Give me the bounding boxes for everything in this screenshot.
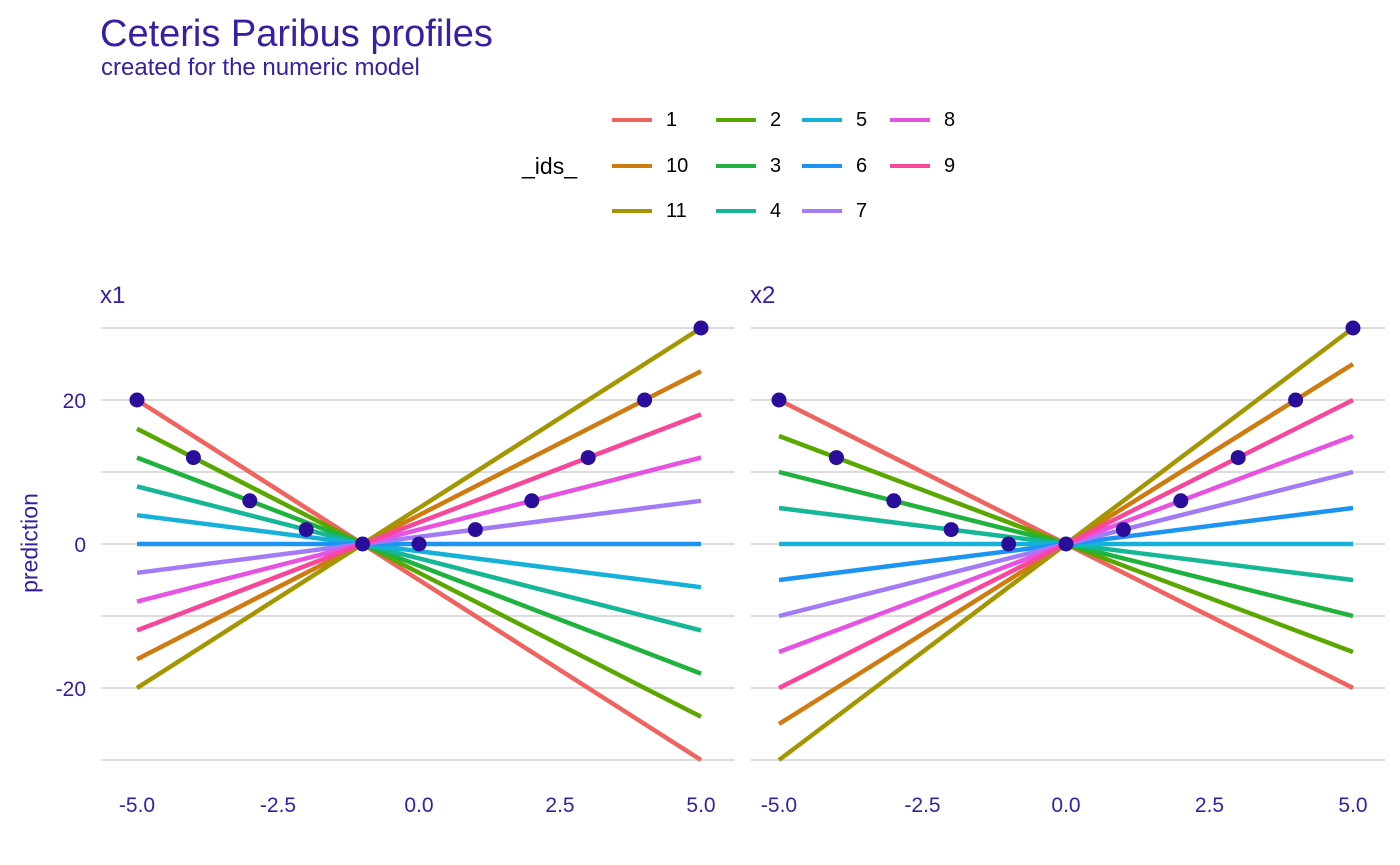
x-tick-label: -2.5 <box>904 794 940 817</box>
legend-key-1 <box>612 118 652 122</box>
legend-key-10 <box>612 164 652 168</box>
x-tick-label: 0.0 <box>1051 794 1080 817</box>
legend-label-4: 4 <box>770 199 782 222</box>
series-line-2 <box>135 426 703 719</box>
y-tick-label: 0 <box>74 534 86 557</box>
facet-x2: -5.0 -2.5 0.0 2.5 5.0 <box>751 320 1385 817</box>
data-point <box>355 536 371 552</box>
legend-label-2: 2 <box>770 108 782 131</box>
legend-key-4 <box>716 209 756 213</box>
data-point <box>886 493 902 509</box>
series-line-8 <box>136 455 702 604</box>
legend-item-4: 4 <box>716 197 781 225</box>
x-tick-label: -2.5 <box>260 794 296 817</box>
legend-key-5 <box>802 118 842 122</box>
legend-label-6: 6 <box>856 154 868 177</box>
data-point <box>467 522 483 538</box>
facet-label-x2: x2 <box>750 282 776 309</box>
data-point <box>1230 450 1246 466</box>
legend-label-11: 11 <box>666 199 687 222</box>
data-point <box>771 392 787 408</box>
facet-x1: -5.0 -2.5 0.0 2.5 5.0 <box>101 320 735 817</box>
data-point <box>185 450 201 466</box>
data-point <box>298 522 314 538</box>
legend-key-11 <box>612 209 652 213</box>
series-line-10 <box>135 369 703 662</box>
data-point <box>411 536 427 552</box>
x-tick-label: -5.0 <box>119 794 155 817</box>
legend-item-3: 3 <box>716 152 781 180</box>
data-point <box>1058 536 1074 552</box>
y-tick-label: 20 <box>63 390 86 413</box>
data-point <box>129 392 145 408</box>
data-point <box>637 392 653 408</box>
x-tick-label: 2.5 <box>545 794 574 817</box>
x-tick-label: 0.0 <box>404 794 433 817</box>
legend-label-7: 7 <box>856 199 868 222</box>
legend-item-9: 9 <box>890 152 955 180</box>
legend-label-8: 8 <box>944 108 956 131</box>
data-point <box>524 493 540 509</box>
legend-label-9: 9 <box>944 154 956 177</box>
data-point <box>1001 536 1017 552</box>
legend-key-3 <box>716 164 756 168</box>
series-line-4 <box>136 484 702 633</box>
legend-key-7 <box>802 209 842 213</box>
legend-key-8 <box>890 118 930 122</box>
data-point <box>1173 493 1189 509</box>
data-point <box>693 320 709 336</box>
legend-label-1: 1 <box>666 108 678 131</box>
legend-label-10: 10 <box>666 154 689 177</box>
data-point <box>1288 392 1304 408</box>
legend-item-1: 1 <box>612 106 677 134</box>
data-point <box>1345 320 1361 336</box>
legend-item-11: 11 <box>612 197 687 225</box>
x-tick-label: 5.0 <box>686 794 715 817</box>
y-tick-label: -20 <box>56 678 86 701</box>
facet-label-x1: x1 <box>100 282 126 309</box>
legend-key-2 <box>716 118 756 122</box>
legend-item-5: 5 <box>802 106 867 134</box>
data-point <box>943 522 959 538</box>
legend-key-6 <box>802 164 842 168</box>
x-tick-label: -5.0 <box>761 794 797 817</box>
legend-label-5: 5 <box>856 108 868 131</box>
series-line-3 <box>136 455 702 676</box>
data-point <box>580 450 596 466</box>
data-point <box>242 493 258 509</box>
series-line-9 <box>136 412 702 633</box>
chart-subtitle: created for the numeric model <box>101 54 420 81</box>
chart-title: Ceteris Paribus profiles <box>100 13 493 55</box>
x-tick-label: 5.0 <box>1338 794 1367 817</box>
legend-item-6: 6 <box>802 152 867 180</box>
legend-item-10: 10 <box>612 152 688 180</box>
legend-item-8: 8 <box>890 106 955 134</box>
legend-title: _ids_ <box>522 153 577 179</box>
legend-key-9 <box>890 164 930 168</box>
legend-item-2: 2 <box>716 106 781 134</box>
data-point <box>1115 522 1131 538</box>
legend-label-3: 3 <box>770 154 782 177</box>
x-tick-label: 2.5 <box>1195 794 1224 817</box>
series-line-1 <box>135 398 703 762</box>
data-point <box>828 450 844 466</box>
series-line-11 <box>135 326 703 690</box>
legend-item-7: 7 <box>802 197 867 225</box>
